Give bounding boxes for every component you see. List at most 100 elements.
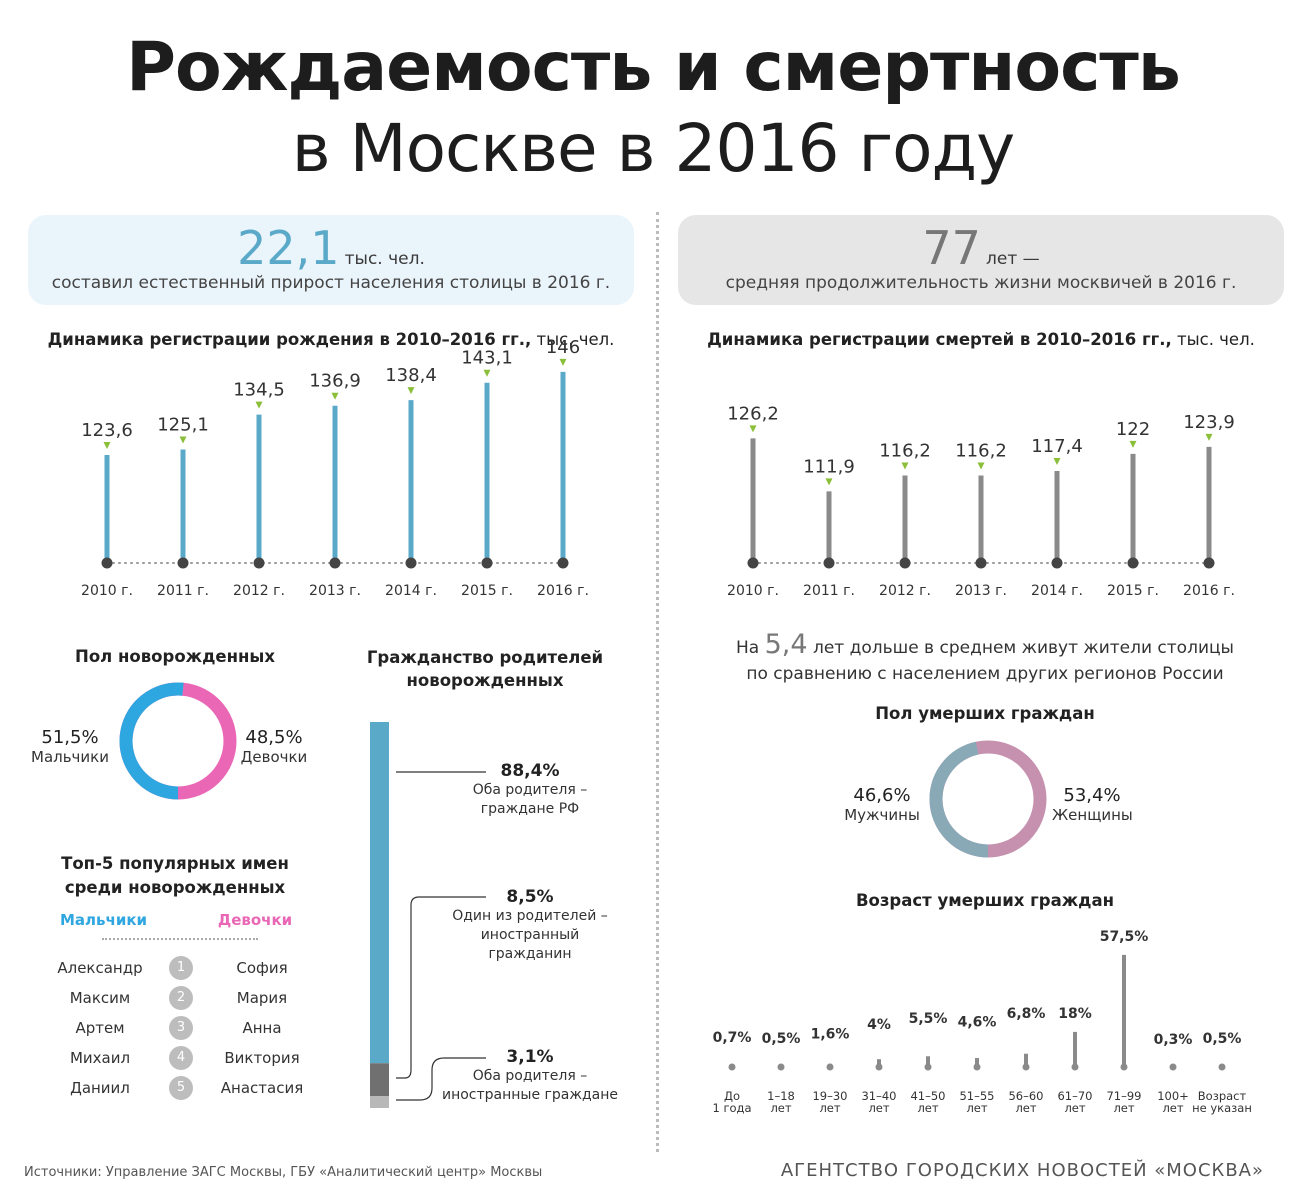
diff-line1: лет дольше в среднем живут жители столиц…	[812, 638, 1234, 658]
citizenship-leader-2	[396, 896, 486, 1079]
deaths-base-dot	[899, 557, 911, 569]
deaths-marker	[825, 478, 833, 486]
age-base-dot	[777, 1063, 785, 1071]
divider	[656, 212, 659, 1152]
births-year-label: 2010 г.	[81, 583, 133, 599]
life-desc: средняя продолжительность жизни москвиче…	[725, 273, 1237, 293]
names-row: Александр 1 София	[45, 953, 317, 983]
deaths-year-label: 2015 г.	[1107, 583, 1159, 599]
life-box: 77 лет — средняя продолжительность жизни…	[678, 215, 1284, 305]
age-value-label: 0,7%	[713, 1030, 752, 1046]
newborn-ring-slice-1	[119, 682, 237, 800]
women-label: Женщины	[1052, 806, 1133, 824]
citizenship-item-2: 8,5% Один из родителей – иностранный гра…	[430, 888, 630, 964]
rank-badge: 1	[169, 956, 193, 980]
deaths-year-label: 2010 г.	[727, 583, 779, 599]
age-base-dot	[1218, 1063, 1226, 1071]
rank-badge: 5	[169, 1076, 193, 1100]
births-year-label: 2016 г.	[537, 583, 589, 599]
births-value-label: 143,1	[461, 348, 513, 369]
age-value-label: 1,6%	[811, 1027, 850, 1043]
births-title-unit: тыс. чел.	[531, 330, 615, 349]
citizenship-l2-1: граждане РФ	[480, 801, 580, 817]
age-category-label-2: лет	[868, 1101, 889, 1115]
citizenship-l1-2: Один из родителей –	[452, 908, 608, 924]
deaths-year-label: 2012 г.	[879, 583, 931, 599]
citizenship-l1-1: Оба родителя –	[472, 782, 588, 798]
boy-name: Александр	[57, 959, 143, 977]
boy-name: Артем	[75, 1019, 125, 1037]
names-table: Александр 1 София Максим 2 Мария Артем 3 Анна …	[45, 953, 317, 1103]
boy-name: Михаил	[69, 1049, 131, 1067]
age-value-label: 0,5%	[1203, 1031, 1242, 1047]
age-category-label-1: Возраст	[1198, 1089, 1247, 1103]
age-category-label-1: 71–99	[1106, 1089, 1141, 1103]
births-marker	[407, 387, 415, 395]
age-value-label: 57,5%	[1100, 929, 1149, 945]
births-year-label: 2013 г.	[309, 583, 361, 599]
names-boys-header: Мальчики	[60, 911, 148, 929]
deaths-base-dot	[1051, 557, 1063, 569]
names-title2: среди новорожденных	[64, 878, 286, 897]
boys-stat: 51,5% Мальчики	[30, 727, 110, 766]
deaths-marker	[901, 462, 909, 470]
births-value-label: 138,4	[385, 365, 437, 386]
deaths-marker	[1053, 457, 1061, 465]
age-value-label: 4,6%	[958, 1015, 997, 1031]
growth-desc: составил естественный прирост населения …	[51, 273, 611, 293]
citizenship-item-1: 88,4% Оба родителя – граждане РФ	[430, 762, 630, 819]
age-value-label: 6,8%	[1007, 1006, 1046, 1022]
deaths-base-dot	[1127, 557, 1139, 569]
age-base-dot	[728, 1063, 736, 1071]
citizenship-segment	[370, 1096, 389, 1108]
deaths-value-label: 122	[1116, 419, 1150, 440]
deaths-marker	[1129, 440, 1137, 448]
source-note: Источники: Управление ЗАГС Москвы, ГБУ «…	[24, 1165, 543, 1180]
girls-pct: 48,5%	[245, 727, 303, 748]
births-base-dot	[405, 557, 417, 569]
growth-unit: тыс. чел.	[344, 249, 425, 269]
age-category-label-1: 41–50	[910, 1089, 945, 1103]
women-pct: 53,4%	[1063, 785, 1121, 806]
sex-newborn-title: Пол новорожденных	[75, 647, 275, 666]
births-title-bold: Динамика регистрации рождения в 2010–201…	[47, 330, 532, 349]
citizenship-segment	[370, 1063, 389, 1097]
births-marker	[559, 358, 567, 366]
deceased-ring-slice-1	[929, 740, 1047, 858]
births-base-dot	[557, 557, 569, 569]
men-stat: 46,6% Мужчины	[842, 785, 922, 824]
deaths-value-label: 116,2	[879, 440, 931, 461]
deaths-title-bold: Динамика регистрации смертей в 2010–2016…	[707, 330, 1172, 349]
rank-badge: 3	[169, 1016, 193, 1040]
rank-badge: 2	[169, 986, 193, 1010]
citizenship-title1: Гражданство родителей	[366, 648, 604, 667]
deaths-base-dot	[823, 557, 835, 569]
deaths-year-label: 2011 г.	[803, 583, 855, 599]
girl-name: София	[236, 959, 288, 977]
names-row: Артем 3 Анна	[45, 1013, 317, 1043]
age-category-label-2: лет	[770, 1101, 791, 1115]
age-category-label-1: 31–40	[861, 1089, 896, 1103]
page-title: Рождаемость и смертность	[126, 28, 1181, 107]
age-base-dot	[875, 1063, 883, 1071]
diff-prefix: На	[736, 638, 760, 658]
age-category-label-2: лет	[819, 1101, 840, 1115]
age-value-label: 5,5%	[909, 1011, 948, 1027]
deaths-value-label: 126,2	[727, 403, 779, 424]
agency-credit: АГЕНТСТВО ГОРОДСКИХ НОВОСТЕЙ «МОСКВА»	[780, 1160, 1264, 1181]
rank-badge: 4	[169, 1046, 193, 1070]
age-value-label: 4%	[867, 1017, 891, 1033]
births-year-label: 2012 г.	[233, 583, 285, 599]
births-year-label: 2014 г.	[385, 583, 437, 599]
boy-name: Даниил	[70, 1079, 130, 1097]
births-marker	[103, 442, 111, 450]
births-marker	[483, 369, 491, 377]
births-value-label: 134,5	[233, 380, 285, 401]
births-marker	[255, 401, 263, 409]
girls-label: Девочки	[240, 748, 308, 766]
citizenship-pct-1: 88,4%	[500, 761, 560, 781]
age-category-label-2: 1 года	[712, 1101, 751, 1115]
age-category-label-1: 100+	[1157, 1089, 1189, 1103]
citizenship-pct-2: 8,5%	[506, 887, 554, 907]
